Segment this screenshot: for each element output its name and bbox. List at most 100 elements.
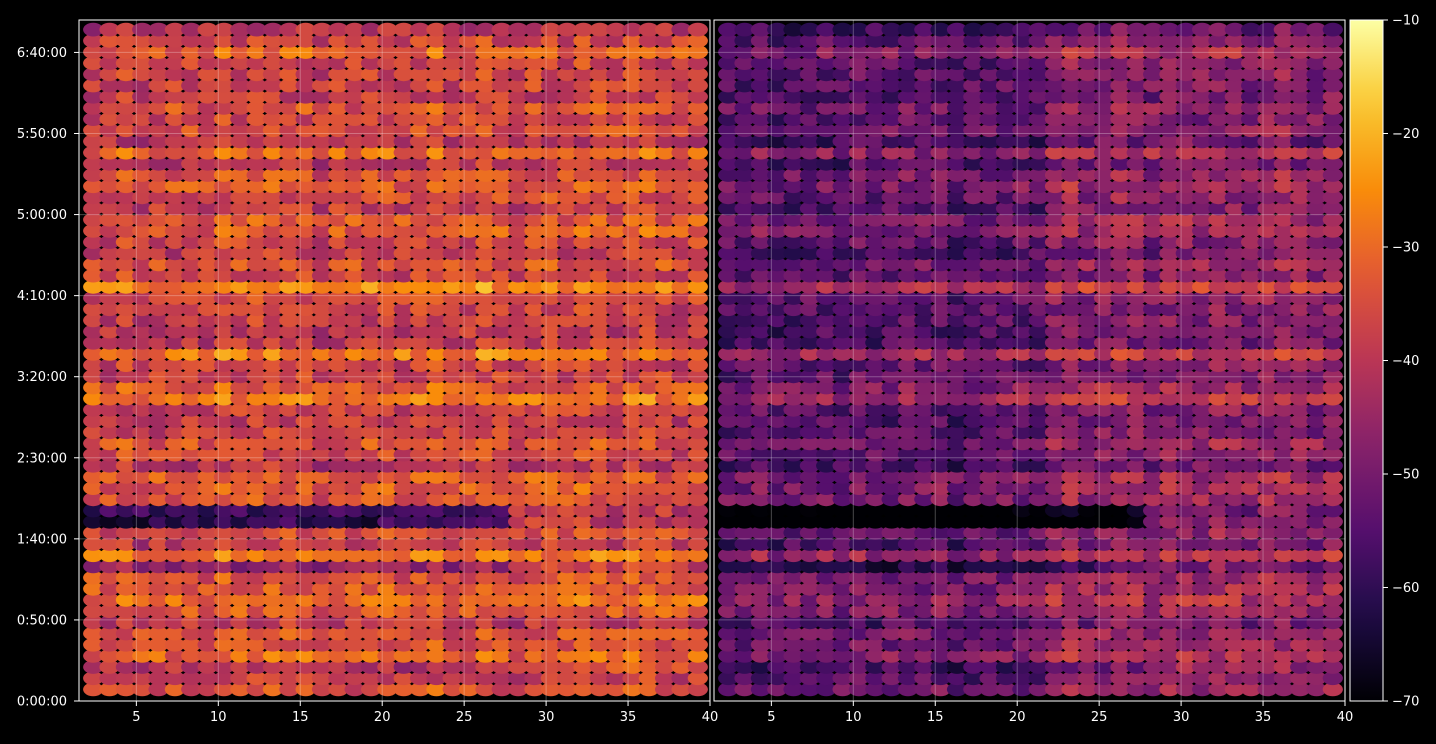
heatmap-cell xyxy=(1044,145,1066,160)
heatmap-cell xyxy=(1077,134,1098,149)
heatmap-cell xyxy=(1192,604,1213,618)
heatmap-cell xyxy=(1044,492,1066,507)
heatmap-cell xyxy=(1126,246,1147,261)
heatmap-cell xyxy=(328,313,349,328)
heatmap-cell xyxy=(311,682,333,697)
heatmap-cell xyxy=(1241,391,1262,406)
heatmap-cell xyxy=(1257,168,1278,182)
heatmap-cell xyxy=(1061,537,1082,551)
heatmap-cell xyxy=(393,33,414,48)
heatmap-cell xyxy=(181,391,202,406)
heatmap-cell xyxy=(606,615,627,630)
heatmap-cell xyxy=(1012,134,1033,149)
heatmap-cell xyxy=(1061,112,1082,126)
heatmap-cell xyxy=(1224,45,1245,59)
heatmap-cell xyxy=(1257,503,1278,518)
heatmap-cell xyxy=(475,313,496,328)
heatmap-cell xyxy=(540,45,561,59)
heatmap-cell xyxy=(213,369,234,384)
heatmap-cell xyxy=(914,145,935,160)
heatmap-cell xyxy=(557,347,578,361)
heatmap-cell xyxy=(409,112,431,126)
heatmap-cell xyxy=(197,525,218,540)
heatmap-cell xyxy=(115,671,136,686)
heatmap-cell xyxy=(946,279,968,294)
heatmap-cell xyxy=(799,481,821,495)
heatmap-cell xyxy=(734,89,755,104)
heatmap-cell xyxy=(1224,156,1245,171)
heatmap-cell xyxy=(328,380,349,395)
heatmap-cell xyxy=(213,45,234,59)
heatmap-cell xyxy=(1044,22,1066,37)
heatmap-cell xyxy=(783,425,804,440)
heatmap-cell xyxy=(734,257,755,272)
heatmap-cell xyxy=(963,101,984,115)
heatmap-cell xyxy=(848,56,870,70)
heatmap-cell xyxy=(328,481,349,495)
heatmap-cell xyxy=(246,604,267,618)
heatmap-cell xyxy=(557,168,578,182)
heatmap-cell xyxy=(115,358,136,372)
heatmap-cell xyxy=(865,537,886,551)
heatmap-cell xyxy=(279,458,300,473)
heatmap-cell xyxy=(897,447,919,462)
heatmap-cell xyxy=(458,291,480,305)
heatmap-cell xyxy=(491,425,512,440)
heatmap-cell xyxy=(377,626,398,641)
heatmap-cell xyxy=(377,145,398,160)
heatmap-cell xyxy=(1044,179,1066,194)
heatmap-cell xyxy=(671,581,692,596)
heatmap-cell xyxy=(995,682,1017,697)
heatmap-cell xyxy=(734,615,755,630)
heatmap-cell xyxy=(783,324,804,339)
heatmap-cell xyxy=(783,470,804,484)
heatmap-cell xyxy=(442,302,463,317)
heatmap-cell xyxy=(1306,470,1327,484)
heatmap-cell xyxy=(767,391,788,406)
heatmap-cell xyxy=(115,257,136,272)
heatmap-cell xyxy=(606,291,627,305)
heatmap-cell xyxy=(1257,89,1278,104)
heatmap-cell xyxy=(360,391,382,406)
heatmap-cell xyxy=(458,101,480,115)
heatmap-cell xyxy=(995,302,1017,317)
heatmap-cell xyxy=(132,291,153,305)
heatmap-cell xyxy=(132,101,153,115)
heatmap-cell xyxy=(262,492,283,507)
heatmap-cell xyxy=(360,503,382,518)
heatmap-cell xyxy=(881,503,902,518)
heatmap-cell xyxy=(946,156,968,171)
heatmap-cell xyxy=(671,593,692,607)
heatmap-cell xyxy=(995,123,1017,138)
heatmap-cell xyxy=(344,78,365,93)
heatmap-cell xyxy=(848,335,870,350)
heatmap-cell xyxy=(99,671,120,686)
heatmap-cell xyxy=(946,168,968,182)
heatmap-cell xyxy=(1224,559,1245,574)
heatmap-cell xyxy=(360,369,382,384)
heatmap-cell xyxy=(1208,548,1229,563)
heatmap-cell xyxy=(799,268,821,283)
heatmap-cell xyxy=(671,458,692,473)
heatmap-cell xyxy=(409,335,431,350)
heatmap-cell xyxy=(995,458,1017,473)
heatmap-cell xyxy=(946,324,968,339)
heatmap-cell xyxy=(1273,190,1294,205)
heatmap-cell xyxy=(115,481,136,495)
heatmap-cell xyxy=(687,369,708,384)
y-tick-label: 0:00:00 xyxy=(17,695,67,710)
heatmap-cell xyxy=(344,358,365,372)
heatmap-cell xyxy=(279,548,300,563)
heatmap-cell xyxy=(132,615,153,630)
heatmap-cell xyxy=(606,458,627,473)
heatmap-cell xyxy=(1208,671,1229,686)
heatmap-cell xyxy=(865,514,886,529)
heatmap-cell xyxy=(963,224,984,238)
heatmap-cell xyxy=(638,56,659,70)
heatmap-cell xyxy=(1208,458,1229,473)
heatmap-cell xyxy=(1012,503,1033,518)
heatmap-cell xyxy=(83,45,104,59)
heatmap-cell xyxy=(1192,615,1213,630)
heatmap-cell xyxy=(262,224,283,238)
heatmap-cell xyxy=(1322,45,1343,59)
